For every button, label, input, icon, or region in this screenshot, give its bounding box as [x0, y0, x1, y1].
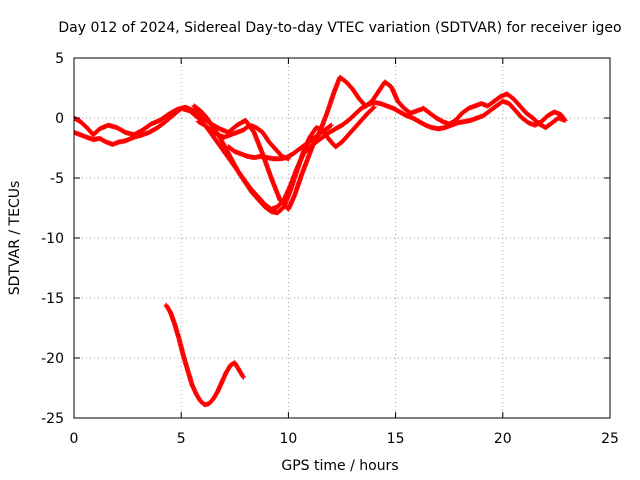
- data-point: [371, 104, 377, 110]
- y-tick-label: -20: [41, 351, 64, 367]
- y-tick-label: -10: [41, 231, 64, 247]
- y-tick-label: -25: [41, 411, 64, 427]
- x-tick-label: 5: [177, 431, 186, 447]
- data-point: [562, 117, 568, 123]
- axis-ticks: 0 5 10 15 20 25 -25 -20 -15 -10 -5 0 5: [41, 51, 619, 447]
- y-tick-label: 0: [55, 111, 64, 127]
- x-axis-label: GPS time / hours: [281, 458, 398, 474]
- x-tick-label: 10: [279, 431, 297, 447]
- x-tick-label: 15: [387, 431, 405, 447]
- x-tick-label: 20: [494, 431, 512, 447]
- grid: [74, 58, 610, 418]
- data-layer: [74, 74, 568, 408]
- y-tick-label: -15: [41, 291, 64, 307]
- chart-title: Day 012 of 2024, Sidereal Day-to-day VTE…: [58, 20, 621, 36]
- data-point: [370, 105, 376, 111]
- data-point: [327, 123, 333, 129]
- data-point: [328, 122, 334, 128]
- x-tick-label: 0: [70, 431, 79, 447]
- y-tick-label: 5: [55, 51, 64, 67]
- series-group: [74, 74, 568, 408]
- y-tick-label: -5: [50, 171, 64, 187]
- data-point: [240, 373, 246, 379]
- x-tick-label: 25: [601, 431, 619, 447]
- data-point: [240, 374, 246, 380]
- y-axis-label: SDTVAR / TECUs: [7, 181, 23, 296]
